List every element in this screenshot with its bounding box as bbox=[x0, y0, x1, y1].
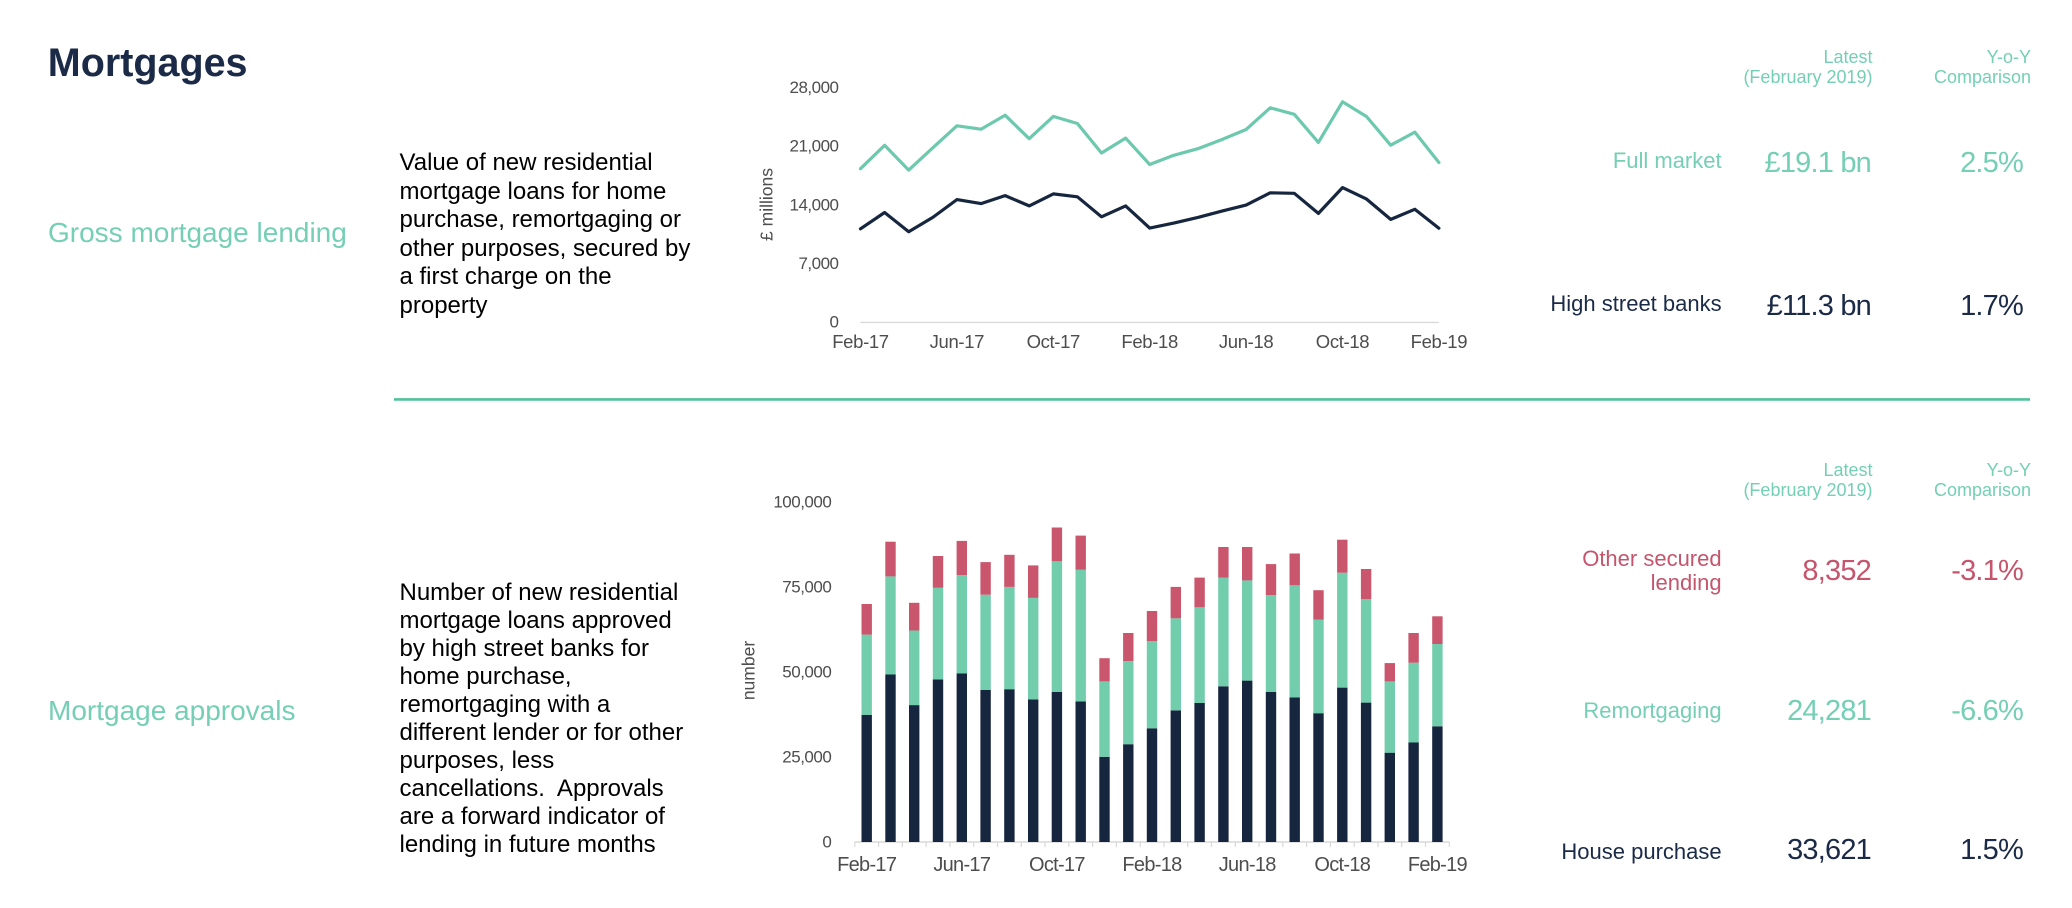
svg-text:Jun-18: Jun-18 bbox=[1219, 331, 1274, 352]
svg-text:Oct-18: Oct-18 bbox=[1316, 331, 1369, 352]
svg-text:Jun-18: Jun-18 bbox=[1219, 854, 1277, 876]
svg-text:75,000: 75,000 bbox=[782, 577, 831, 596]
svg-text:28,000: 28,000 bbox=[790, 78, 839, 97]
svg-text:Feb-18: Feb-18 bbox=[1122, 854, 1182, 876]
svg-text:Feb-17: Feb-17 bbox=[837, 854, 897, 876]
svg-text:50,000: 50,000 bbox=[782, 662, 831, 681]
svg-text:Jun-17: Jun-17 bbox=[933, 854, 991, 876]
svg-text:Oct-17: Oct-17 bbox=[1029, 854, 1085, 876]
svg-text:100,000: 100,000 bbox=[773, 492, 831, 511]
svg-text:Oct-18: Oct-18 bbox=[1314, 854, 1370, 876]
svg-text:Jun-17: Jun-17 bbox=[930, 331, 985, 352]
svg-text:0: 0 bbox=[830, 313, 839, 332]
svg-text:0: 0 bbox=[822, 832, 831, 851]
svg-text:14,000: 14,000 bbox=[790, 195, 839, 214]
svg-text:number: number bbox=[739, 641, 759, 701]
svg-text:Oct-17: Oct-17 bbox=[1027, 331, 1080, 352]
svg-text:Feb-19: Feb-19 bbox=[1411, 331, 1468, 352]
svg-text:Feb-19: Feb-19 bbox=[1408, 854, 1468, 876]
svg-text:Feb-18: Feb-18 bbox=[1121, 331, 1178, 352]
svg-text:£ millions: £ millions bbox=[757, 168, 777, 241]
svg-text:7,000: 7,000 bbox=[798, 254, 838, 273]
svg-text:Feb-17: Feb-17 bbox=[832, 331, 889, 352]
svg-text:25,000: 25,000 bbox=[782, 747, 831, 766]
svg-text:21,000: 21,000 bbox=[790, 137, 839, 156]
